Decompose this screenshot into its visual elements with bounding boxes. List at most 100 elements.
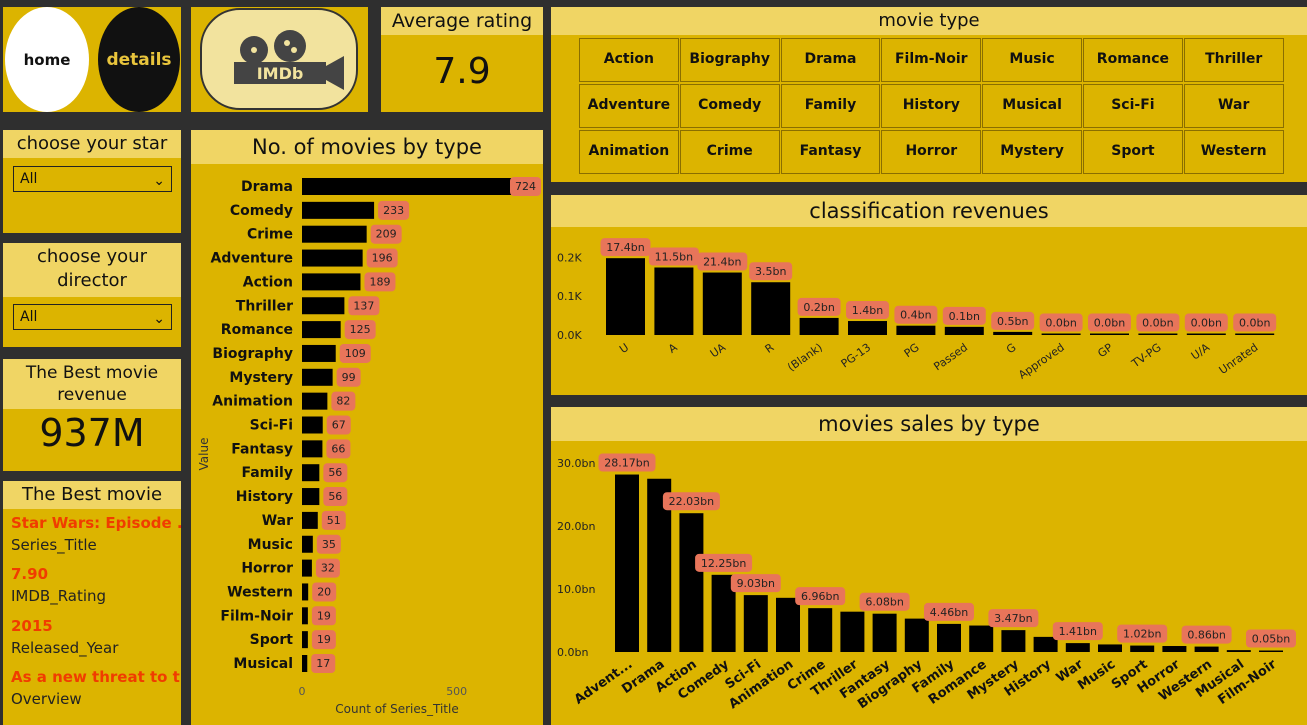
bar-music[interactable] (1098, 644, 1122, 652)
movie-type-button-romance[interactable]: Romance (1083, 38, 1183, 82)
bar-unrated[interactable] (1235, 333, 1275, 336)
movie-type-button-film-noir[interactable]: Film-Noir (881, 38, 982, 82)
movie-type-button-mystery[interactable]: Mystery (982, 130, 1082, 174)
bar-thriller[interactable] (302, 297, 345, 315)
bar-u[interactable] (606, 258, 645, 335)
bar-horror[interactable] (1162, 646, 1187, 652)
data-label-bg-sci-fi (326, 415, 351, 435)
bar-western[interactable] (302, 583, 309, 601)
bar-thriller[interactable] (840, 611, 865, 652)
bar-r[interactable] (751, 282, 791, 335)
bar-ua[interactable] (702, 272, 742, 335)
movie-type-button-drama[interactable]: Drama (780, 38, 881, 82)
data-label-bg-western (312, 582, 337, 602)
movie-type-button-western[interactable]: Western (1183, 130, 1284, 174)
bar-label-sport: Sport (250, 632, 294, 648)
bar-biography[interactable] (904, 618, 929, 652)
bar-music[interactable] (302, 535, 313, 553)
year-value: 2015 (11, 617, 53, 635)
bar-adventure[interactable] (302, 249, 363, 267)
movie-type-button-animation[interactable]: Animation (579, 130, 679, 174)
bar-film-noir[interactable] (302, 607, 308, 625)
bar-approved[interactable] (1041, 333, 1081, 336)
bar-gp[interactable] (1090, 333, 1129, 336)
data-label-bg-g (991, 311, 1035, 330)
bar-animation[interactable] (776, 597, 800, 652)
movie-type-button-music[interactable]: Music (982, 38, 1082, 82)
average-rating-title: Average rating (381, 7, 543, 35)
movie-type-button-family[interactable]: Family (780, 84, 881, 128)
data-label-film-noir: 0.05bn (1252, 633, 1290, 646)
bar-family[interactable] (937, 623, 961, 652)
data-label-bg-film-noir (1246, 629, 1296, 648)
data-label-bg-musical (311, 654, 336, 673)
bar-biography[interactable] (302, 344, 336, 362)
bar-musical[interactable] (302, 655, 308, 672)
series-title-value: Star Wars: Episode ... (11, 514, 181, 532)
x-tick-blank: (Blank) (785, 341, 825, 374)
bar-history[interactable] (1033, 636, 1058, 652)
data-label-bg-pg-13 (846, 301, 889, 320)
bar-label-film-noir: Film-Noir (220, 608, 293, 624)
movie-type-button-history[interactable]: History (881, 84, 982, 128)
bar-action[interactable] (679, 513, 704, 652)
bar-horror[interactable] (302, 559, 312, 577)
bar-romance[interactable] (302, 321, 341, 339)
data-label-bg-passed (942, 306, 986, 325)
bar-crime[interactable] (808, 608, 833, 652)
home-button[interactable]: home (5, 7, 89, 112)
bar-romance[interactable] (969, 625, 994, 652)
bar-fantasy[interactable] (302, 440, 323, 458)
bar-sci-fi[interactable] (743, 595, 768, 652)
movie-type-button-action[interactable]: Action (579, 38, 679, 82)
bar-mystery[interactable] (1001, 630, 1026, 652)
data-label-bg-crime (370, 224, 402, 244)
bar-mystery[interactable] (302, 368, 333, 386)
bar-g[interactable] (993, 331, 1033, 335)
bar-tv-pg[interactable] (1138, 333, 1178, 336)
bar-animation[interactable] (302, 392, 328, 410)
bar-crime[interactable] (302, 225, 367, 243)
director-dropdown[interactable]: All ⌄ (13, 304, 172, 330)
movie-type-button-adventure[interactable]: Adventure (579, 84, 679, 128)
bar-u-a[interactable] (1186, 333, 1226, 336)
director-filter-title: choose your director (3, 243, 181, 297)
bar-blank[interactable] (799, 317, 839, 335)
bar-action[interactable] (302, 273, 361, 291)
movie-type-button-horror[interactable]: Horror (881, 130, 982, 174)
bar-pg[interactable] (896, 325, 936, 335)
bar-sport[interactable] (1130, 645, 1155, 652)
movie-type-button-war[interactable]: War (1183, 84, 1284, 128)
bar-comedy[interactable] (302, 201, 375, 219)
star-dropdown[interactable]: All ⌄ (13, 166, 172, 192)
bar-western[interactable] (1194, 646, 1219, 652)
bar-war[interactable] (1065, 643, 1090, 652)
movie-type-button-fantasy[interactable]: Fantasy (780, 130, 881, 174)
bar-sci-fi[interactable] (302, 416, 323, 434)
data-label-approved: 0.0bn (1045, 317, 1076, 330)
data-label-bg-u (600, 238, 651, 257)
bar-drama[interactable] (302, 178, 526, 195)
bar-fantasy[interactable] (872, 613, 897, 652)
details-button[interactable]: details (98, 7, 180, 112)
movie-type-button-thriller[interactable]: Thriller (1183, 38, 1284, 82)
movie-type-button-comedy[interactable]: Comedy (679, 84, 780, 128)
bar-sport[interactable] (302, 631, 308, 649)
movie-type-button-crime[interactable]: Crime (679, 130, 780, 174)
movie-type-button-sci-fi[interactable]: Sci-Fi (1083, 84, 1183, 128)
bar-family[interactable] (302, 464, 320, 482)
data-label-bg-animation (331, 391, 356, 411)
movie-type-button-musical[interactable]: Musical (982, 84, 1082, 128)
x-tick-g: G (1004, 341, 1018, 357)
bar-passed[interactable] (944, 326, 984, 335)
bar-musical[interactable] (1226, 650, 1251, 652)
bar-history[interactable] (302, 488, 320, 506)
bar-pg-13[interactable] (848, 321, 887, 335)
bar-war[interactable] (302, 511, 318, 529)
bar-advent[interactable] (615, 474, 639, 652)
bar-film-noir[interactable] (1259, 650, 1283, 653)
movie-type-button-sport[interactable]: Sport (1083, 130, 1183, 174)
bar-a[interactable] (654, 267, 694, 335)
data-label-advent: 28.17bn (604, 457, 649, 470)
movie-type-button-biography[interactable]: Biography (679, 38, 780, 82)
